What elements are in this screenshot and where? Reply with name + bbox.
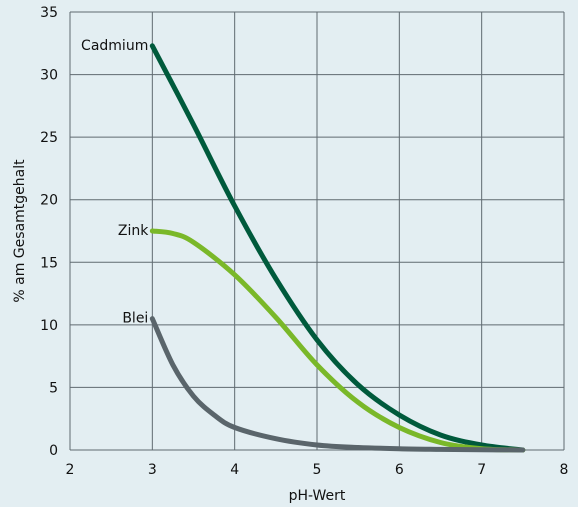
x-axis-title: pH-Wert [289,488,346,504]
y-tick-label: 5 [49,380,58,396]
x-tick-label: 3 [148,462,157,478]
y-tick-label: 0 [49,443,58,459]
x-tick-label: 6 [395,462,404,478]
x-tick-label: 4 [230,462,239,478]
x-tick-label: 5 [313,462,322,478]
x-tick-label: 2 [66,462,75,478]
x-tick-labels: 2 3 4 5 6 7 8 [66,462,569,478]
y-tick-label: 15 [40,255,58,271]
series-line-blei [149,316,526,453]
series-label-zink: Zink [118,223,149,239]
y-tick-label: 20 [40,193,58,209]
series-label-blei: Blei [122,311,148,327]
series-line-cadmium [149,43,526,453]
y-tick-label: 30 [40,68,58,84]
y-tick-labels: 0 5 10 15 20 25 30 35 [40,5,58,459]
series-line-zink [149,228,526,453]
series-label-cadmium: Cadmium [81,38,148,54]
y-axis-title: % am Gesamtgehalt [12,159,28,303]
y-tick-label: 25 [40,130,58,146]
grid [69,11,565,451]
x-tick-label: 7 [477,462,486,478]
y-tick-label: 10 [40,318,58,334]
series-lines [149,43,526,453]
y-tick-label: 35 [40,5,58,21]
x-tick-label: 8 [560,462,569,478]
series-labels: Cadmium Zink Blei [81,38,149,327]
